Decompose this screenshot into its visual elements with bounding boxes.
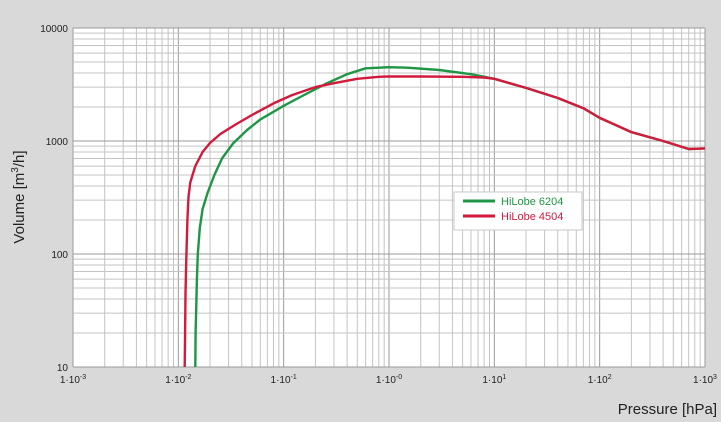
x-tick-label: 1·103 <box>693 374 717 386</box>
y-axis-title-sup: 3 <box>10 167 21 173</box>
y-tick-label: 10000 <box>40 24 68 35</box>
series-layer <box>183 66 706 368</box>
y-tick-label: 100 <box>51 250 68 261</box>
y-tick-label: 1000 <box>46 137 69 148</box>
x-tick-label: 1·10-3 <box>60 374 86 386</box>
y-axis-title: Volume [m3/h] <box>10 150 28 243</box>
x-tick-label: 1·10-2 <box>165 374 191 386</box>
x-tick-label: 1·102 <box>588 374 612 386</box>
x-tick-label: 1·10-0 <box>376 374 402 386</box>
y-tick-label: 10 <box>57 363 69 374</box>
series-line-hilobe-4504 <box>183 75 706 368</box>
legend-label-hilobe-4504: HiLobe 4504 <box>501 211 563 223</box>
grid <box>72 27 706 368</box>
y-axis-title-main: Volume [m <box>11 173 28 244</box>
tick-labels: 1·10-3 1·10-2 1·10-1 1·10-0 1·101 1·102 1·103 1… <box>40 24 717 386</box>
legend-box <box>453 191 583 231</box>
legend: HiLobe 6204 HiLobe 4504 <box>453 191 583 231</box>
legend-label-hilobe-6204: HiLobe 6204 <box>501 196 563 208</box>
x-tick-label: 1·101 <box>482 374 506 386</box>
x-tick-label: 1·10-1 <box>271 374 297 386</box>
x-axis-title: Pressure [hPa] <box>618 401 717 418</box>
y-axis-title-end: /h] <box>11 150 28 167</box>
